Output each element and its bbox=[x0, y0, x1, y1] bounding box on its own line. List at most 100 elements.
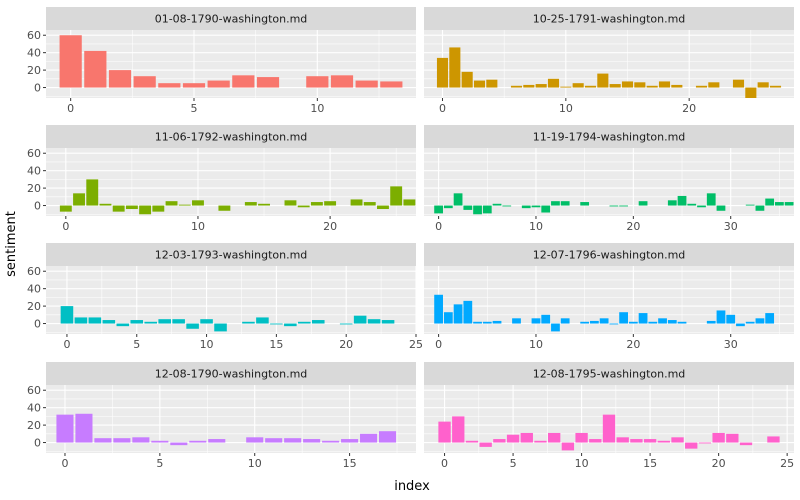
y-tick-label: 40 bbox=[27, 47, 41, 60]
x-tick-label: 20 bbox=[682, 102, 696, 115]
bar bbox=[133, 76, 156, 88]
bar bbox=[706, 320, 716, 324]
x-tick-label: 10 bbox=[191, 220, 205, 233]
bar bbox=[453, 304, 463, 324]
bar bbox=[506, 434, 520, 443]
bar bbox=[258, 203, 270, 206]
x-axis-title: index bbox=[394, 479, 430, 494]
bar bbox=[473, 80, 486, 88]
bar bbox=[207, 80, 230, 88]
bar bbox=[658, 81, 671, 88]
bar bbox=[560, 86, 572, 88]
y-axis-title: sentiment bbox=[4, 211, 19, 277]
bar bbox=[551, 201, 560, 206]
x-tick-label: 5 bbox=[510, 457, 517, 470]
bar bbox=[767, 436, 780, 443]
bar bbox=[182, 83, 206, 88]
x-tick-label: 20 bbox=[626, 338, 640, 351]
bar bbox=[541, 205, 551, 213]
bar bbox=[619, 312, 628, 324]
bar bbox=[572, 83, 584, 88]
facet-title: 12-07-1796-washington.md bbox=[533, 249, 686, 262]
bar bbox=[284, 438, 302, 443]
bar bbox=[685, 442, 698, 449]
x-tick-label: 5 bbox=[133, 338, 140, 351]
bar bbox=[463, 300, 473, 324]
bar bbox=[531, 318, 541, 324]
bar bbox=[324, 201, 337, 206]
bar bbox=[671, 84, 683, 88]
bar bbox=[479, 442, 492, 447]
facet-strip bbox=[424, 243, 794, 266]
bar bbox=[775, 202, 784, 206]
bar bbox=[745, 87, 757, 98]
bar bbox=[186, 323, 199, 329]
bar bbox=[646, 85, 658, 88]
bar bbox=[745, 321, 755, 324]
bar bbox=[560, 318, 570, 324]
bar bbox=[698, 442, 712, 444]
bar bbox=[523, 84, 535, 88]
bar bbox=[449, 47, 461, 88]
y-tick-label: 60 bbox=[27, 147, 41, 160]
bar bbox=[200, 319, 213, 324]
bar bbox=[531, 205, 541, 208]
bar bbox=[94, 438, 112, 443]
bar bbox=[726, 433, 739, 443]
bar bbox=[520, 432, 533, 443]
bar bbox=[86, 179, 99, 206]
bar bbox=[99, 203, 112, 206]
plot-background bbox=[424, 30, 794, 98]
bar bbox=[341, 439, 359, 443]
bar bbox=[492, 203, 502, 206]
bar bbox=[590, 320, 599, 324]
bar bbox=[436, 57, 449, 88]
bar bbox=[473, 205, 482, 215]
bar bbox=[755, 318, 765, 324]
bar bbox=[580, 202, 590, 206]
bar bbox=[575, 432, 588, 443]
x-tick-label: 20 bbox=[323, 220, 337, 233]
bar bbox=[534, 440, 547, 443]
y-tick-label: 40 bbox=[27, 283, 41, 296]
facet-strip bbox=[424, 7, 794, 30]
x-tick-label: 15 bbox=[643, 457, 657, 470]
bar bbox=[634, 82, 646, 88]
x-tick-label: 20 bbox=[339, 338, 353, 351]
bar bbox=[172, 319, 185, 324]
x-tick-label: 20 bbox=[626, 220, 640, 233]
bar bbox=[367, 319, 381, 324]
y-tick-label: 0 bbox=[34, 437, 41, 450]
bar bbox=[667, 200, 677, 206]
bar bbox=[535, 84, 547, 88]
plot-background bbox=[424, 148, 794, 216]
x-tick-label: 0 bbox=[441, 457, 448, 470]
facet-panel: 01-08-1790-washington.md 0 20 40 60 0 5 10 bbox=[27, 7, 416, 115]
x-tick-label: 0 bbox=[67, 102, 74, 115]
facet-panel: 12-03-1793-washington.md 0 20 40 60 0 5 10 15 20 2… bbox=[27, 243, 423, 351]
bar bbox=[712, 432, 725, 443]
bar bbox=[757, 82, 769, 88]
bar bbox=[113, 438, 131, 443]
bar bbox=[232, 75, 255, 88]
bar bbox=[609, 323, 619, 325]
bar bbox=[482, 321, 492, 324]
bar bbox=[284, 323, 297, 327]
bar bbox=[246, 437, 264, 443]
x-tick-label: 5 bbox=[156, 457, 163, 470]
bar bbox=[284, 200, 297, 206]
facet-panel: 12-08-1795-washington.md 0 5 10 15 20 25 bbox=[424, 362, 794, 470]
bar bbox=[434, 294, 443, 324]
bar bbox=[784, 202, 794, 206]
bar bbox=[695, 85, 708, 88]
facet-strip bbox=[424, 125, 794, 148]
bar bbox=[638, 313, 648, 324]
x-tick-label: 0 bbox=[435, 338, 442, 351]
bar bbox=[706, 193, 716, 206]
bar bbox=[521, 205, 531, 209]
bar bbox=[178, 204, 191, 206]
bar bbox=[88, 317, 102, 324]
x-tick-label: 10 bbox=[248, 457, 262, 470]
bar bbox=[208, 439, 226, 443]
bar bbox=[151, 440, 169, 443]
